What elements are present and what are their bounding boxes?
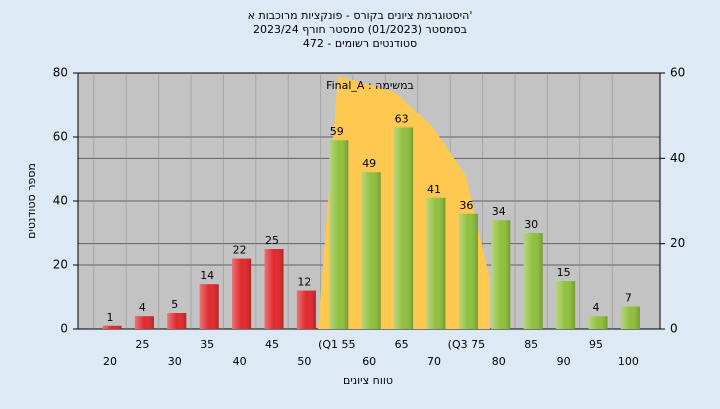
value-label: 4 (139, 301, 146, 314)
y2-tick-label: 60 (670, 66, 685, 80)
y-tick-label: 0 (60, 322, 68, 336)
bar-shade (523, 233, 543, 329)
value-label: 4 (593, 301, 600, 314)
x-tick-label: 50 (297, 355, 311, 368)
value-label: 63 (395, 112, 409, 125)
y-tick-label: 60 (53, 130, 68, 144)
x-tick-label: 85 (524, 338, 538, 351)
value-label: 36 (459, 199, 473, 212)
bar-shade (458, 213, 478, 329)
x-tick-label: 30 (168, 355, 182, 368)
x-tick-label: 25 (135, 338, 149, 351)
bar-shade (296, 290, 316, 329)
bar-shade (491, 220, 511, 329)
x-tick-label: 70 (427, 355, 441, 368)
annotation: Final_A : במשימה (326, 79, 414, 92)
x-tick-label: (Q3 75 (448, 338, 485, 351)
y2-tick-label: 20 (670, 236, 685, 250)
y-tick-label: 80 (53, 66, 68, 80)
x-tick-label: 45 (265, 338, 279, 351)
bar-shade (264, 249, 284, 329)
x-tick-label: 40 (233, 355, 247, 368)
value-label: 1 (107, 311, 114, 324)
value-label: 30 (524, 218, 538, 231)
value-label: 41 (427, 183, 441, 196)
bar-shade (556, 281, 576, 329)
x-tick-label: 65 (395, 338, 409, 351)
y2-tick-label: 40 (670, 151, 685, 165)
value-label: 12 (297, 276, 311, 289)
bar-shade (167, 313, 187, 329)
bar-shade (361, 172, 381, 329)
bar-shade (394, 127, 414, 330)
bar-shade (134, 316, 154, 329)
x-tick-label: 90 (557, 355, 571, 368)
bar-shade (426, 197, 446, 329)
title: היסטוגרמת ציונים בקורס - פונקציות מרוכבו… (248, 9, 473, 22)
value-label: 7 (625, 292, 632, 305)
y2-tick-label: 0 (670, 322, 678, 336)
x-tick-label: 100 (618, 355, 639, 368)
x-tick-label: (Q1 55 (318, 338, 355, 351)
value-label: 15 (557, 266, 571, 279)
x-axis-label: טווח ציונים (343, 374, 393, 387)
x-tick-label: 60 (362, 355, 376, 368)
title: סטודנטים רשומים - 472 (303, 37, 417, 50)
bar-shade (329, 140, 349, 329)
y-tick-label: 20 (53, 258, 68, 272)
value-label: 49 (362, 157, 376, 170)
value-label: 5 (171, 298, 178, 311)
title: בסמסטר (01/2023) סמסטר חורף 2023/24 (253, 23, 467, 36)
bar-shade (588, 316, 608, 329)
value-label: 59 (330, 125, 344, 138)
y-axis-label: מספר סטודנטים (25, 163, 38, 239)
x-tick-label: 20 (103, 355, 117, 368)
value-label: 34 (492, 205, 506, 218)
x-tick-label: 95 (589, 338, 603, 351)
bar-shade (199, 284, 219, 329)
value-label: 25 (265, 234, 279, 247)
y-tick-label: 40 (53, 194, 68, 208)
x-tick-label: 80 (492, 355, 506, 368)
bar-shade (620, 306, 640, 329)
bar-shade (232, 258, 252, 329)
value-label: 22 (233, 244, 247, 257)
value-label: 14 (200, 269, 214, 282)
x-tick-label: 35 (200, 338, 214, 351)
bar-shade (102, 325, 122, 329)
